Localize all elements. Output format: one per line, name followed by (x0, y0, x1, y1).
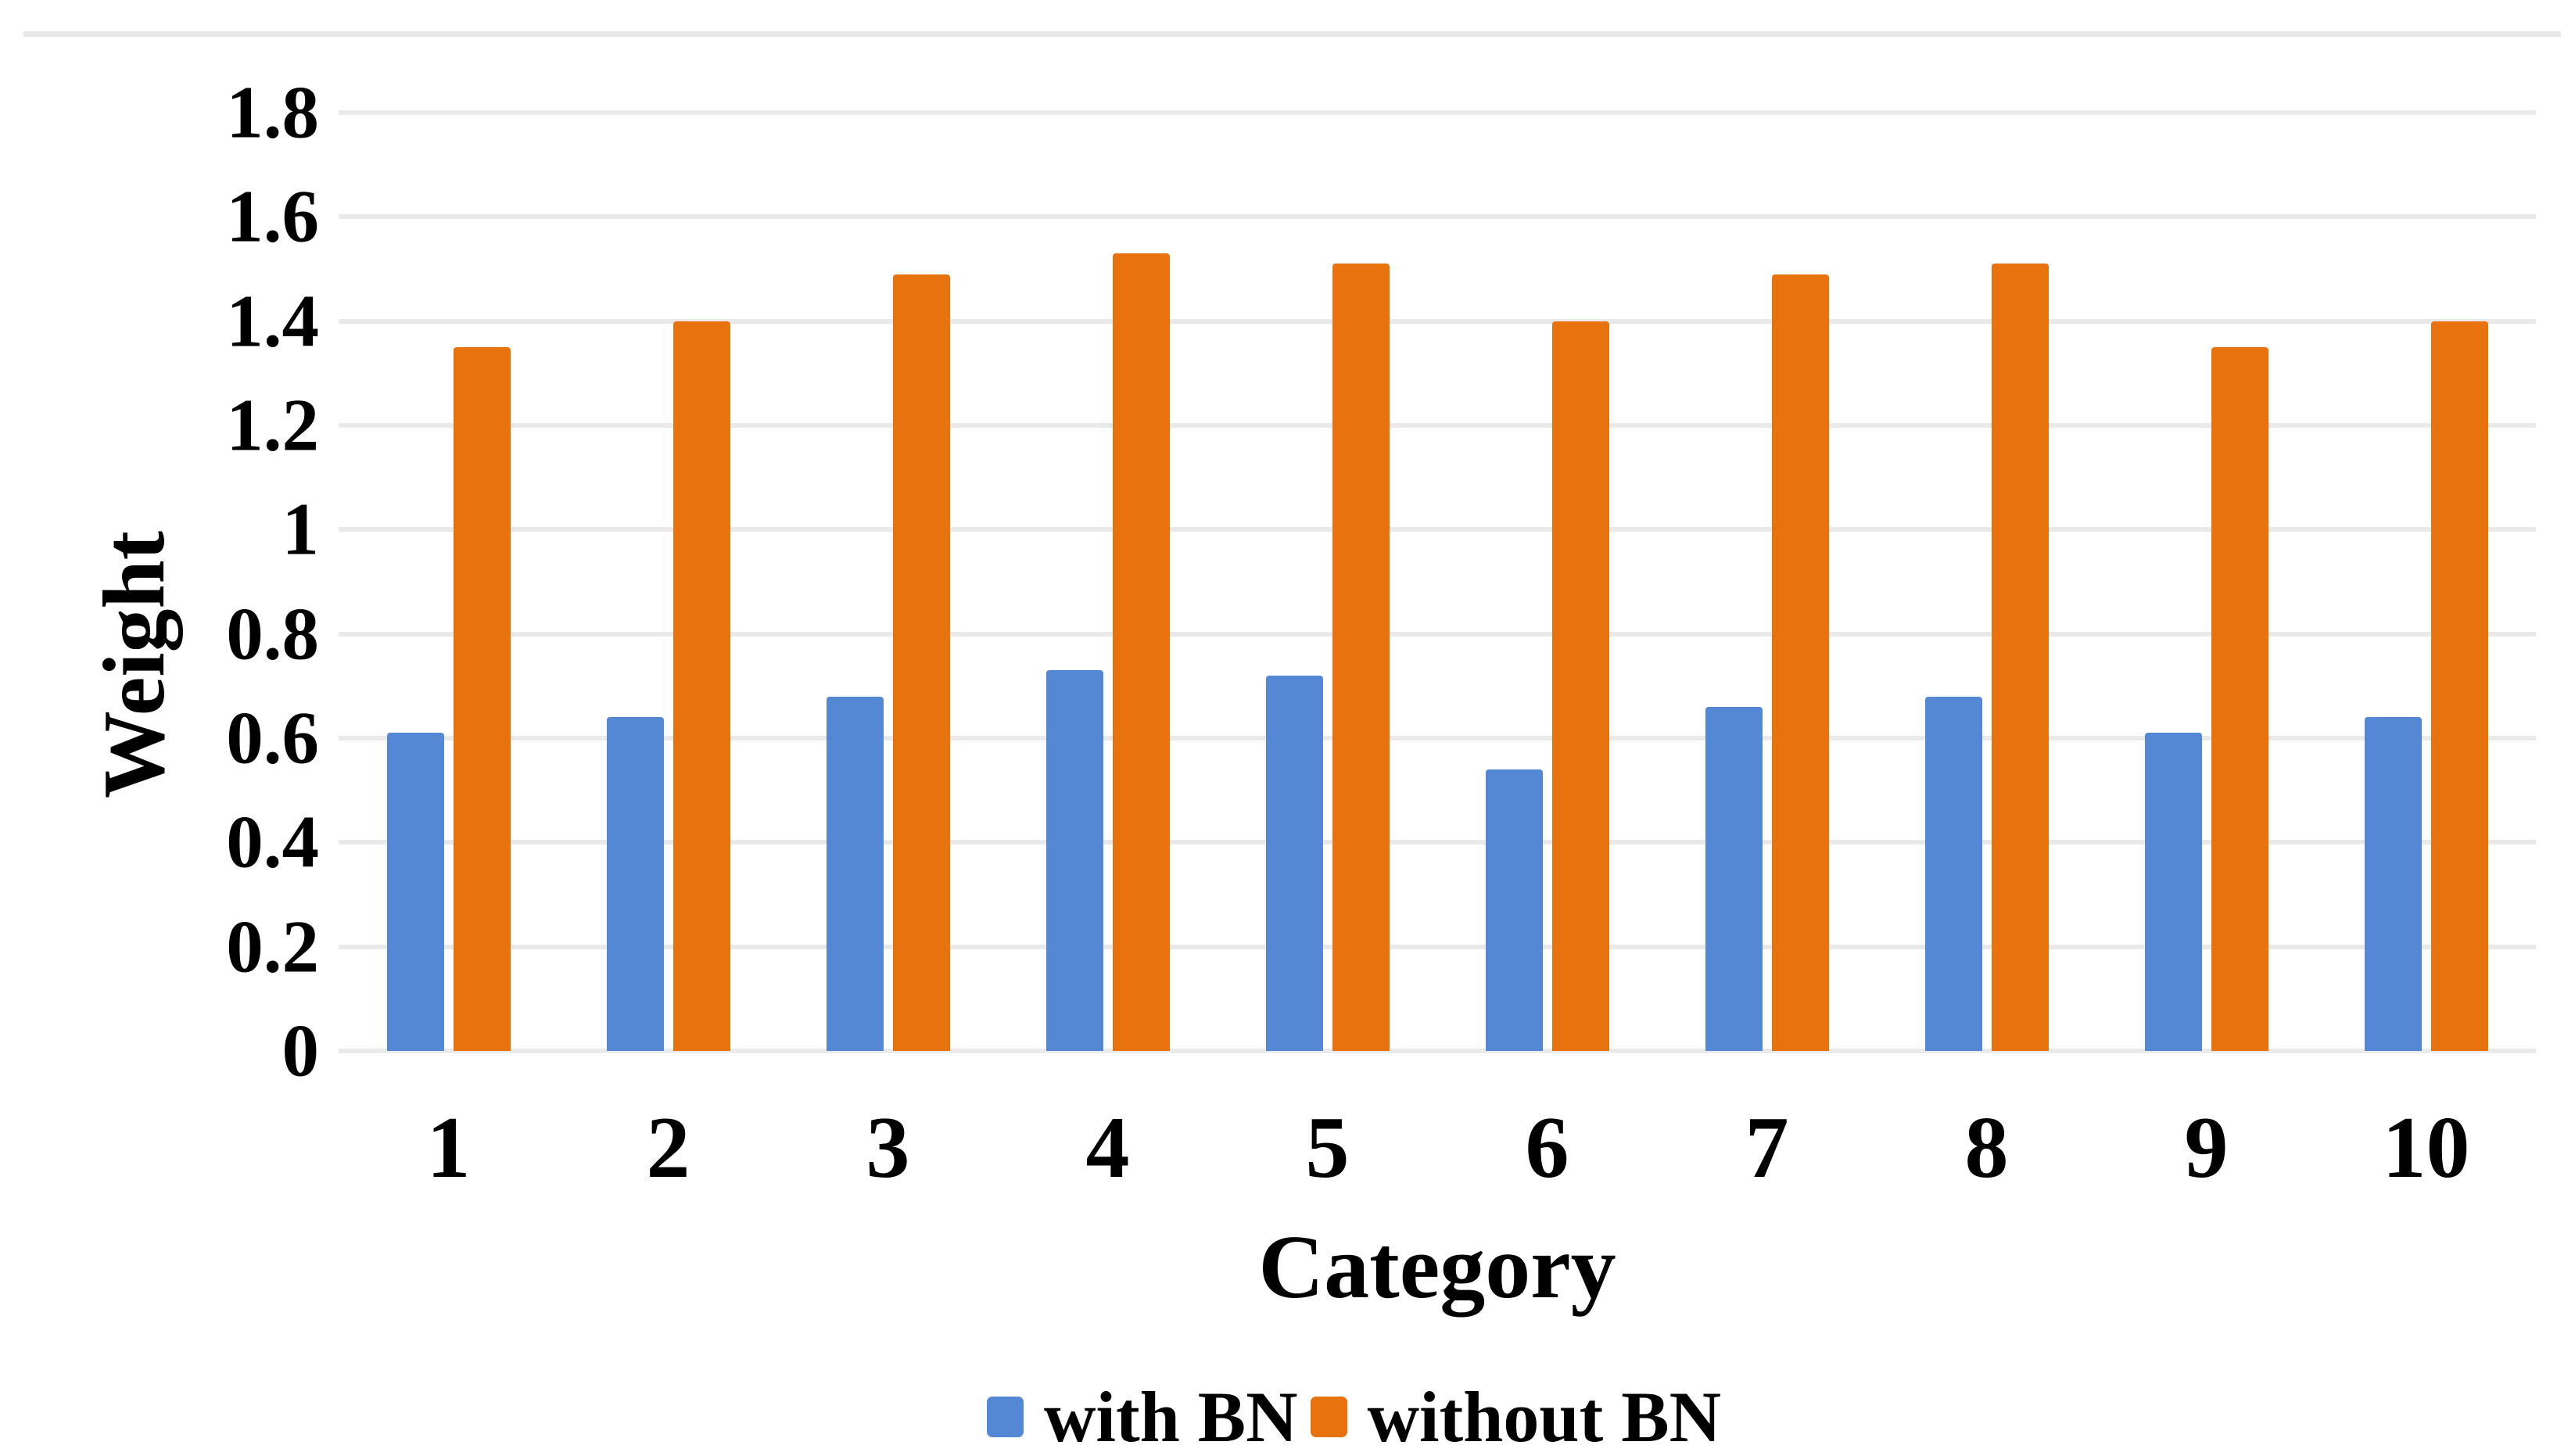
bar-group-category-2 (558, 113, 778, 1051)
bar-with-bn-category-8 (1924, 696, 1982, 1051)
gridline-y-0.2 (339, 944, 2536, 949)
bar-with-bn-category-4 (1045, 670, 1103, 1051)
y-axis-tick-label: 1 (282, 487, 320, 571)
x-axis-tick-label-1: 1 (426, 1099, 471, 1196)
y-axis-tick-label: 0.8 (226, 592, 319, 676)
legend-item-without-bn: without BN (1310, 1377, 1722, 1456)
y-axis-tick-label: 1.4 (226, 279, 319, 363)
bar-with-bn-category-1 (386, 733, 444, 1051)
x-axis-tick-label-4: 4 (1085, 1099, 1130, 1196)
legend-item-with-bn: with BN (986, 1377, 1298, 1456)
y-axis-tick-label: 0.6 (226, 696, 319, 780)
bar-with-bn-category-7 (1705, 707, 1763, 1051)
bar-group-category-5 (1218, 113, 1437, 1051)
y-axis-tick-label: 0.4 (226, 800, 319, 884)
bar-group-category-8 (1877, 113, 2096, 1051)
bar-group-category-1 (339, 113, 558, 1051)
x-axis-title: Category (1258, 1218, 1616, 1318)
bar-group-category-6 (1437, 113, 1657, 1051)
bar-with-bn-category-6 (1485, 769, 1543, 1051)
bar-without-bn-category-10 (2430, 321, 2488, 1051)
x-axis-tick-label-3: 3 (866, 1099, 910, 1196)
bar-with-bn-category-9 (2144, 733, 2202, 1051)
bar-group-category-10 (2316, 113, 2536, 1051)
y-axis-tick-label: 0.2 (226, 905, 319, 988)
legend-label-with-bn: with BN (1043, 1377, 1298, 1456)
bar-without-bn-category-5 (1332, 264, 1390, 1051)
bar-with-bn-category-2 (606, 717, 664, 1051)
gridline-y-1.6 (339, 214, 2536, 220)
gridline-y-1.2 (339, 423, 2536, 428)
gridline-y-1 (339, 527, 2536, 533)
legend-swatch-without-bn-icon (1310, 1397, 1347, 1437)
plot-area (339, 110, 2536, 1053)
bar-with-bn-category-3 (826, 696, 884, 1051)
gridline-y-0.4 (339, 840, 2536, 845)
x-axis-tick-label-8: 8 (1964, 1099, 2009, 1196)
x-axis-tick-labels: 1 2 3 4 5 6 7 8 9 10 (339, 1093, 2536, 1203)
bar-without-bn-category-3 (892, 274, 950, 1051)
gridline-y-1.8 (339, 110, 2536, 115)
bar-without-bn-category-9 (2211, 347, 2268, 1051)
x-axis-tick-label-6: 6 (1525, 1099, 1569, 1196)
bar-without-bn-category-8 (1991, 264, 2049, 1051)
y-axis-tick-label: 0 (282, 1009, 320, 1092)
gridline-y-0.6 (339, 736, 2536, 741)
bar-without-bn-category-1 (453, 347, 511, 1051)
bars-layer (339, 113, 2536, 1051)
bar-group-category-9 (2096, 113, 2316, 1051)
legend-label-without-bn: without BN (1367, 1377, 1722, 1456)
x-axis-tick-label-5: 5 (1305, 1099, 1350, 1196)
y-axis-tick-label: 1.2 (226, 383, 319, 467)
bar-without-bn-category-6 (1551, 321, 1609, 1051)
y-axis-tick-labels: 1.8 1.6 1.4 1.2 1 0.8 0.6 0.4 0.2 0 (0, 75, 320, 1088)
bar-without-bn-category-4 (1112, 253, 1170, 1051)
bar-group-category-7 (1657, 113, 1877, 1051)
gridline-y-0.8 (339, 631, 2536, 637)
bar-with-bn-category-5 (1265, 676, 1323, 1051)
y-axis-tick-label: 1.8 (226, 70, 319, 154)
figure-top-border (23, 31, 2561, 37)
bar-without-bn-category-2 (672, 321, 730, 1051)
bar-group-category-3 (778, 113, 998, 1051)
x-axis-tick-label-10: 10 (2382, 1099, 2470, 1196)
x-axis-tick-label-2: 2 (646, 1099, 690, 1196)
bar-with-bn-category-10 (2364, 717, 2422, 1051)
y-axis-tick-label: 1.6 (226, 174, 319, 258)
bar-group-category-4 (998, 113, 1218, 1051)
legend: with BN without BN (0, 1378, 2575, 1456)
gridline-y-1.4 (339, 318, 2536, 324)
x-axis-tick-label-9: 9 (2184, 1099, 2229, 1196)
x-axis-tick-label-7: 7 (1745, 1099, 1789, 1196)
legend-swatch-with-bn-icon (986, 1397, 1024, 1437)
gridline-y-0 (339, 1049, 2536, 1053)
bar-without-bn-category-7 (1771, 274, 1829, 1051)
